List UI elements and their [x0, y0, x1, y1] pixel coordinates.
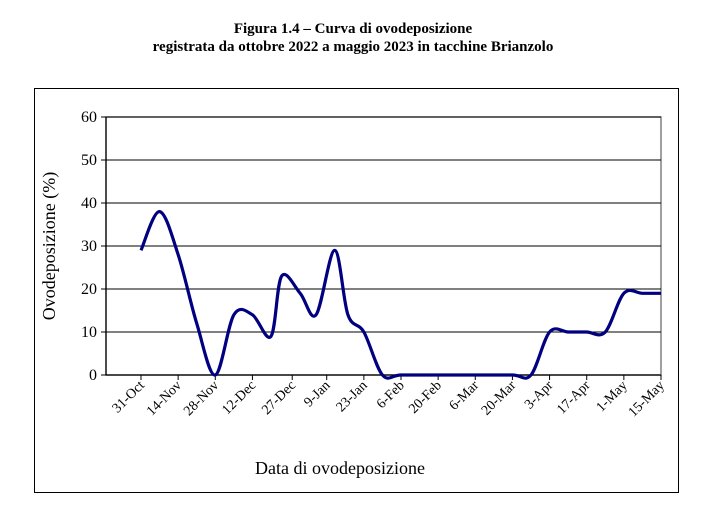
x-tick-label: 6-Feb [374, 378, 408, 412]
y-axis-ticks: 0 10 20 30 40 50 60 [81, 109, 106, 384]
x-tick-label: 15-May [626, 378, 668, 420]
y-tick-label: 20 [81, 281, 97, 298]
chart-frame: 0 10 20 30 40 50 60 31-Oct 14-Nov 28-Nov 12-Dec 27… [34, 88, 679, 493]
x-tick-label: 12-Dec [220, 378, 260, 418]
series-layer [139, 210, 661, 380]
x-tick-label: 6-Mar [447, 378, 483, 414]
y-tick-label: 0 [89, 367, 97, 384]
series-line [139, 210, 661, 380]
chart-title-line-2: registrata da ottobre 2022 a maggio 2023… [152, 39, 554, 55]
x-tick-label: 28-Nov [181, 378, 222, 419]
x-tick-label: 9-Jan [301, 378, 333, 410]
y-tick-label: 60 [81, 109, 97, 126]
y-tick-label: 40 [81, 195, 97, 212]
x-tick-label: 14-Nov [144, 378, 185, 419]
x-axis-label: Data di ovodeposizione [255, 458, 425, 478]
y-axis-label: Ovodeposizione (%) [39, 172, 60, 320]
chart-title-line-1: Figura 1.4 – Curva di ovodeposizione [233, 21, 473, 37]
y-tick-label: 50 [81, 152, 97, 169]
x-tick-label: 23-Jan [334, 378, 371, 415]
x-tick-label: 20-Feb [406, 378, 445, 417]
x-tick-label: 20-Mar [479, 378, 520, 419]
x-tick-label: 31-Oct [110, 378, 148, 416]
y-tick-label: 30 [81, 238, 97, 255]
x-tick-label: 27-Dec [259, 378, 299, 418]
x-tick-label: 17-Apr [554, 378, 593, 417]
y-tick-label: 10 [81, 324, 97, 341]
x-tick-label: 3-Apr [522, 378, 556, 412]
